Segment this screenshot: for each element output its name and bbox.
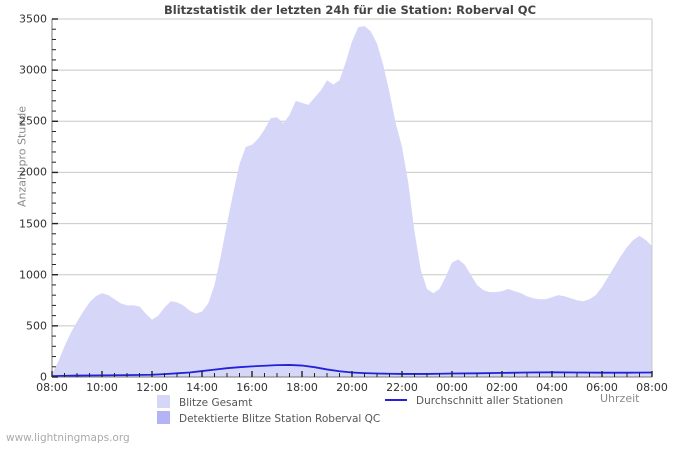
x-tick-label: 18:00 [286, 381, 318, 394]
x-tick-label: 08:00 [36, 381, 68, 394]
x-tick-label: 02:00 [486, 381, 518, 394]
footer-attribution: www.lightningmaps.org [6, 432, 130, 444]
legend-label: Detektierte Blitze Station Roberval QC [179, 413, 381, 425]
x-tick-label: 06:00 [586, 381, 618, 394]
y-tick-label: 3000 [19, 63, 47, 77]
x-tick-label: 08:00 [636, 381, 668, 394]
chart-legend: Blitze Gesamt Detektierte Blitze Station … [0, 393, 700, 427]
chart-title: Blitzstatistik der letzten 24h für die S… [163, 3, 537, 17]
x-tick-label: 16:00 [236, 381, 268, 394]
y-tick-label: 2000 [19, 165, 47, 179]
y-tick-label: 1000 [19, 268, 47, 282]
legend-item[interactable]: Detektierte Blitze Station Roberval QC [157, 411, 380, 425]
y-tick-label: 500 [26, 319, 47, 333]
y-tick-label: 3500 [19, 12, 47, 26]
x-tick-label: 00:00 [436, 381, 468, 394]
x-tick-label: 04:00 [536, 381, 568, 394]
y-axis-ticks: 0 500 1000 1500 2000 2500 3000 3500 [0, 0, 47, 450]
legend-item[interactable]: Durchschnitt aller Stationen [385, 395, 563, 407]
legend-label: Blitze Gesamt [179, 397, 253, 409]
x-tick-label: 10:00 [86, 381, 118, 394]
legend-swatch-icon [157, 395, 170, 408]
x-tick-label: 14:00 [186, 381, 218, 394]
x-tick-label: 12:00 [136, 381, 168, 394]
area-blitze-gesamt [52, 26, 652, 377]
legend-item[interactable]: Blitze Gesamt [157, 395, 252, 409]
legend-swatch-icon [157, 411, 170, 424]
legend-label: Durchschnitt aller Stationen [416, 395, 564, 407]
x-tick-label: 20:00 [336, 381, 368, 394]
legend-line-icon [385, 399, 407, 401]
x-axis-label: Uhrzeit [600, 392, 640, 405]
y-tick-label: 1500 [19, 217, 47, 231]
y-tick-label: 0 [40, 370, 47, 384]
y-tick-label: 2500 [19, 114, 47, 128]
x-tick-label: 22:00 [386, 381, 418, 394]
